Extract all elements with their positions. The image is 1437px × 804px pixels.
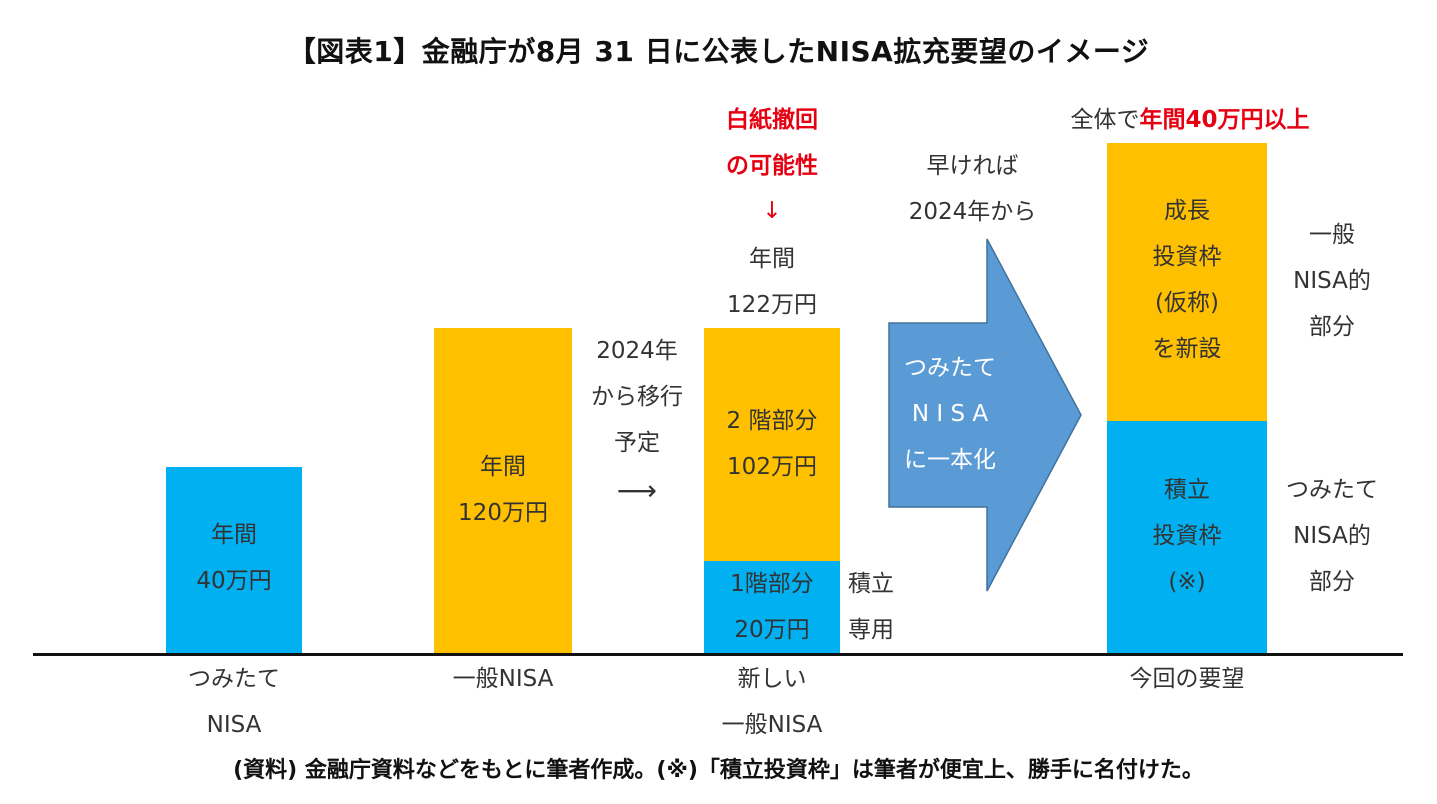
- bar-ippan-nisa: [434, 328, 572, 654]
- shift-note: 2024年 から移行 予定: [591, 338, 683, 456]
- shift-arrow-icon: ⟶: [616, 474, 658, 507]
- category-label-new: 新しい 一般NISA: [721, 666, 823, 738]
- unify-note: つみたて N I S A に一本化: [904, 355, 996, 473]
- tsumitate-only-note: 積立 専用: [848, 571, 894, 643]
- new-total-note: 年間 122万円: [727, 246, 817, 318]
- bar-request-upper: [1107, 143, 1267, 421]
- bar-request-lower: [1107, 421, 1267, 654]
- category-label-ippan: 一般NISA: [452, 666, 554, 692]
- source-note: (資料) 金融庁資料などをもとに筆者作成。(※)「積立投資枠」は筆者が便宜上、勝…: [233, 758, 1204, 783]
- bar-label-tsumitate: 年間 40万円: [196, 522, 272, 594]
- bar-tsumitate-nisa: [166, 467, 302, 654]
- bar-label-new-lower: 1階部分 20万円: [730, 571, 814, 643]
- bar-new-nisa-upper: [704, 328, 840, 561]
- diagram-title: 【図表1】金融庁が8月 31 日に公表したNISA拡充要望のイメージ: [287, 35, 1150, 68]
- category-label-tsumitate: つみたて NISA: [188, 666, 280, 738]
- down-arrow-icon: ↓: [762, 198, 782, 224]
- overall-note: 全体で年間40万円以上: [1070, 107, 1310, 133]
- early-note: 早ければ 2024年から: [908, 153, 1037, 225]
- category-label-request: 今回の要望: [1129, 666, 1245, 692]
- tsumitate-part-note: つみたて NISA的 部分: [1286, 477, 1378, 595]
- bar-label-request-lower: 積立 投資枠 (※): [1152, 477, 1222, 595]
- bar-label-new-upper: 2 階部分 102万円: [726, 408, 818, 480]
- unify-arrow-shape: [888, 238, 1082, 592]
- bar-label-ippan: 年間 120万円: [458, 454, 548, 526]
- ippan-part-note: 一般 NISA的 部分: [1293, 222, 1371, 340]
- bar-label-request-upper: 成長 投資枠 (仮称) を新設: [1152, 198, 1222, 362]
- withdraw-note: 白紙撤回 の可能性: [726, 107, 818, 179]
- bar-new-nisa-lower: [704, 561, 840, 654]
- baseline: [33, 653, 1403, 656]
